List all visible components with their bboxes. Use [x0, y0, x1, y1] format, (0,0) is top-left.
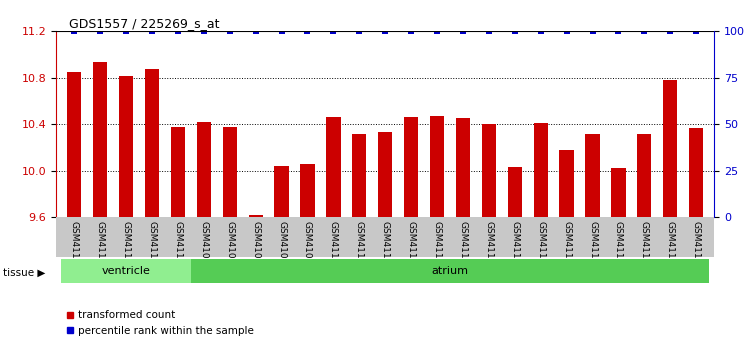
Text: GSM41119: GSM41119 — [174, 220, 183, 270]
Text: GSM41096: GSM41096 — [225, 220, 234, 270]
Text: GSM41102: GSM41102 — [381, 220, 390, 269]
Text: GSM41106: GSM41106 — [485, 220, 494, 270]
Bar — [352, 134, 367, 217]
Text: atrium: atrium — [432, 266, 468, 276]
Text: GSM41107: GSM41107 — [510, 220, 519, 270]
Text: GSM41101: GSM41101 — [355, 220, 364, 270]
Text: GSM41100: GSM41100 — [329, 220, 338, 270]
Bar — [171, 127, 185, 217]
Bar — [378, 132, 393, 217]
Bar — [191, 259, 709, 283]
Bar — [560, 150, 574, 217]
Text: GSM41109: GSM41109 — [562, 220, 571, 270]
Text: GSM41115: GSM41115 — [70, 220, 79, 270]
Text: ventricle: ventricle — [102, 266, 150, 276]
Bar — [637, 134, 652, 217]
Bar — [248, 215, 263, 217]
Bar — [93, 62, 107, 217]
Text: GSM41118: GSM41118 — [147, 220, 156, 270]
Bar — [197, 122, 211, 217]
Bar — [61, 259, 191, 283]
Text: GSM41098: GSM41098 — [277, 220, 286, 270]
Text: GSM41116: GSM41116 — [96, 220, 105, 270]
Bar — [119, 77, 133, 217]
Bar — [275, 166, 289, 217]
Text: GSM41113: GSM41113 — [666, 220, 675, 270]
Bar — [586, 134, 600, 217]
Text: GDS1557 / 225269_s_at: GDS1557 / 225269_s_at — [70, 17, 220, 30]
Bar — [611, 168, 625, 217]
Bar — [663, 80, 678, 217]
Text: GSM41112: GSM41112 — [640, 220, 649, 269]
Legend: transformed count, percentile rank within the sample: transformed count, percentile rank withi… — [61, 306, 258, 340]
Bar — [223, 127, 237, 217]
Bar — [430, 116, 444, 217]
Bar — [508, 167, 522, 217]
Text: GSM41114: GSM41114 — [692, 220, 701, 269]
Bar — [301, 164, 315, 217]
Text: GSM41111: GSM41111 — [614, 220, 623, 270]
Text: GSM41104: GSM41104 — [432, 220, 441, 269]
Bar — [482, 124, 496, 217]
Text: GSM41105: GSM41105 — [459, 220, 468, 270]
Text: GSM41117: GSM41117 — [122, 220, 131, 270]
Bar — [456, 118, 470, 217]
Text: GSM41110: GSM41110 — [588, 220, 597, 270]
Text: GSM41108: GSM41108 — [536, 220, 545, 270]
Text: GSM41097: GSM41097 — [251, 220, 260, 270]
Text: tissue ▶: tissue ▶ — [3, 268, 46, 278]
Text: GSM41095: GSM41095 — [199, 220, 208, 270]
Bar — [326, 117, 340, 217]
Bar — [67, 72, 82, 217]
Text: GSM41103: GSM41103 — [407, 220, 416, 270]
Text: GSM41099: GSM41099 — [303, 220, 312, 270]
Bar — [404, 117, 418, 217]
Bar — [689, 128, 703, 217]
Bar — [145, 69, 159, 217]
Bar — [533, 123, 548, 217]
